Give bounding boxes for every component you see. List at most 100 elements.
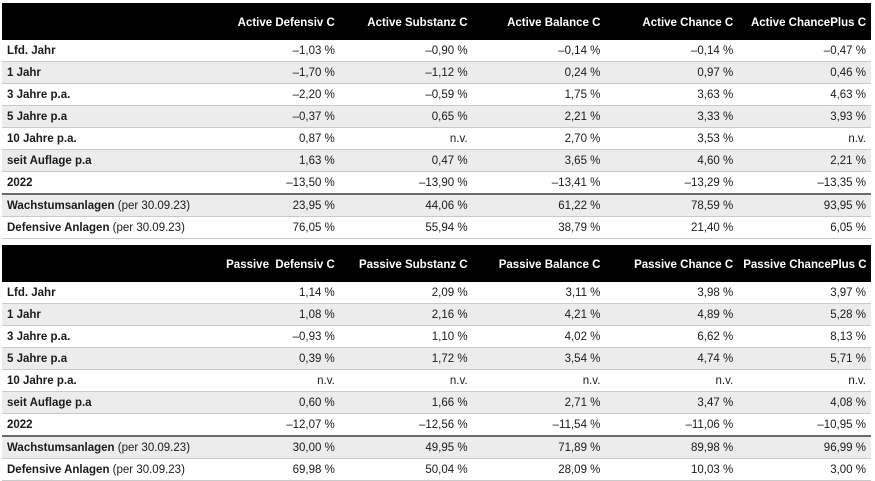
row-label-text: Defensive Anlagen: [7, 463, 110, 476]
table-row: Lfd. Jahr –1,03 % –0,90 % –0,14 % –0,14 …: [2, 40, 871, 62]
row-label-text: Defensive Anlagen: [7, 221, 110, 234]
passive-funds-table: Passive Defensiv C Passive Substanz C Pa…: [2, 245, 871, 481]
table-cell: 71,89 %: [472, 435, 606, 459]
table-cell: 4,63 %: [738, 83, 871, 106]
header-corner-cell: [2, 245, 207, 282]
column-header: Passive Defensiv C: [207, 245, 340, 282]
table-cell: 4,89 %: [605, 303, 739, 326]
table-cell: 0,65 %: [339, 105, 473, 128]
row-label: 3 Jahre p.a.: [2, 325, 207, 348]
table-cell: –0,47 %: [738, 40, 871, 62]
row-label: 1 Jahr: [2, 303, 207, 326]
table-row: Wachstumsanlagen (per 30.09.23) 30,00 % …: [2, 435, 871, 459]
table-cell: 0,47 %: [339, 149, 473, 172]
table-cell: –11,54 %: [472, 413, 606, 437]
column-header: Active Chance C: [605, 3, 739, 40]
row-label: Defensive Anlagen (per 30.09.23): [2, 458, 207, 481]
table-cell: 3,63 %: [605, 83, 739, 106]
table-row: 10 Jahre p.a. 0,87 % n.v. 2,70 % 3,53 % …: [2, 127, 871, 150]
table-cell: 1,72 %: [339, 347, 473, 370]
table-cell: 38,79 %: [472, 216, 606, 239]
row-label: 1 Jahr: [2, 61, 207, 84]
table-cell: –0,59 %: [339, 83, 473, 106]
table-cell: –2,20 %: [207, 83, 340, 106]
table-cell: 4,60 %: [605, 149, 739, 172]
row-label-text: Wachstumsanlagen: [7, 199, 115, 212]
table-cell: n.v.: [605, 369, 739, 392]
table-cell: –1,03 %: [207, 40, 340, 62]
table-cell: 1,10 %: [339, 325, 473, 348]
table-cell: 93,95 %: [738, 193, 871, 217]
table-row: 3 Jahre p.a. –2,20 % –0,59 % 1,75 % 3,63…: [2, 83, 871, 106]
table-cell: 0,87 %: [207, 127, 340, 150]
column-header: Passive Chance C: [605, 245, 739, 282]
table-row: seit Auflage p.a 1,63 % 0,47 % 3,65 % 4,…: [2, 149, 871, 172]
table-cell: 1,63 %: [207, 149, 340, 172]
table-cell: –12,07 %: [207, 413, 340, 437]
row-label: seit Auflage p.a: [2, 391, 207, 414]
table-cell: –0,90 %: [339, 40, 473, 62]
table-cell: 3,93 %: [738, 105, 871, 128]
table-cell: 3,47 %: [605, 391, 739, 414]
table-cell: –0,14 %: [472, 40, 606, 62]
table-cell: 6,62 %: [605, 325, 739, 348]
table-cell: 96,99 %: [738, 435, 871, 459]
table-cell: 4,08 %: [738, 391, 871, 414]
table-cell: –12,56 %: [339, 413, 473, 437]
table-cell: 2,70 %: [472, 127, 606, 150]
column-header: Active Defensiv C: [207, 3, 340, 40]
row-label-note: (per 30.09.23): [112, 221, 185, 234]
table-row: 1 Jahr –1,70 % –1,12 % 0,24 % 0,97 % 0,4…: [2, 61, 871, 84]
table-cell: 23,95 %: [207, 193, 340, 217]
table-row: Defensive Anlagen (per 30.09.23) 76,05 %…: [2, 216, 871, 239]
table-cell: 61,22 %: [472, 193, 606, 217]
column-header: Passive Substanz C: [339, 245, 473, 282]
table-cell: n.v.: [207, 369, 340, 392]
table-cell: 50,04 %: [339, 458, 473, 481]
table-cell: 21,40 %: [605, 216, 739, 239]
column-header: Passive Balance C: [472, 245, 606, 282]
column-header: Active ChancePlus C: [738, 3, 871, 40]
row-label: seit Auflage p.a: [2, 149, 207, 172]
table-cell: –13,50 %: [207, 171, 340, 195]
table-cell: –11,06 %: [605, 413, 739, 437]
table-cell: 2,16 %: [339, 303, 473, 326]
table-cell: 30,00 %: [207, 435, 340, 459]
row-label: Wachstumsanlagen (per 30.09.23): [2, 435, 207, 459]
table-row: seit Auflage p.a 0,60 % 1,66 % 2,71 % 3,…: [2, 391, 871, 414]
table-cell: 8,13 %: [738, 325, 871, 348]
table-cell: 4,02 %: [472, 325, 606, 348]
header-corner-cell: [2, 3, 207, 40]
table-row: 5 Jahre p.a –0,37 % 0,65 % 2,21 % 3,33 %…: [2, 105, 871, 128]
table-cell: n.v.: [339, 369, 473, 392]
table-cell: 69,98 %: [207, 458, 340, 481]
table-cell: n.v.: [738, 369, 871, 392]
table-cell: 10,03 %: [605, 458, 739, 481]
row-label-note: (per 30.09.23): [112, 463, 185, 476]
row-label: 3 Jahre p.a.: [2, 83, 207, 106]
table-row: Defensive Anlagen (per 30.09.23) 69,98 %…: [2, 458, 871, 481]
row-label: 5 Jahre p.a: [2, 347, 207, 370]
table-cell: 3,53 %: [605, 127, 739, 150]
table-cell: –1,70 %: [207, 61, 340, 84]
table-header-row: Active Defensiv C Active Substanz C Acti…: [2, 3, 871, 40]
table-cell: 0,39 %: [207, 347, 340, 370]
table-row: 5 Jahre p.a 0,39 % 1,72 % 3,54 % 4,74 % …: [2, 347, 871, 370]
table-cell: n.v.: [339, 127, 473, 150]
row-label-text: Wachstumsanlagen: [7, 441, 115, 454]
table-row: 10 Jahre p.a. n.v. n.v. n.v. n.v. n.v.: [2, 369, 871, 392]
row-label-note: (per 30.09.23): [117, 199, 191, 212]
table-cell: 55,94 %: [339, 216, 473, 239]
table-cell: 1,14 %: [207, 282, 340, 304]
row-label: Lfd. Jahr: [2, 282, 207, 304]
table-cell: 3,11 %: [472, 282, 606, 304]
table-cell: –0,37 %: [207, 105, 340, 128]
table-cell: 1,08 %: [207, 303, 340, 326]
table-cell: 44,06 %: [339, 193, 473, 217]
table-cell: 0,46 %: [738, 61, 871, 84]
table-cell: n.v.: [472, 369, 606, 392]
table-cell: –0,93 %: [207, 325, 340, 348]
table-cell: –13,41 %: [472, 171, 606, 195]
table-cell: n.v.: [738, 127, 871, 150]
